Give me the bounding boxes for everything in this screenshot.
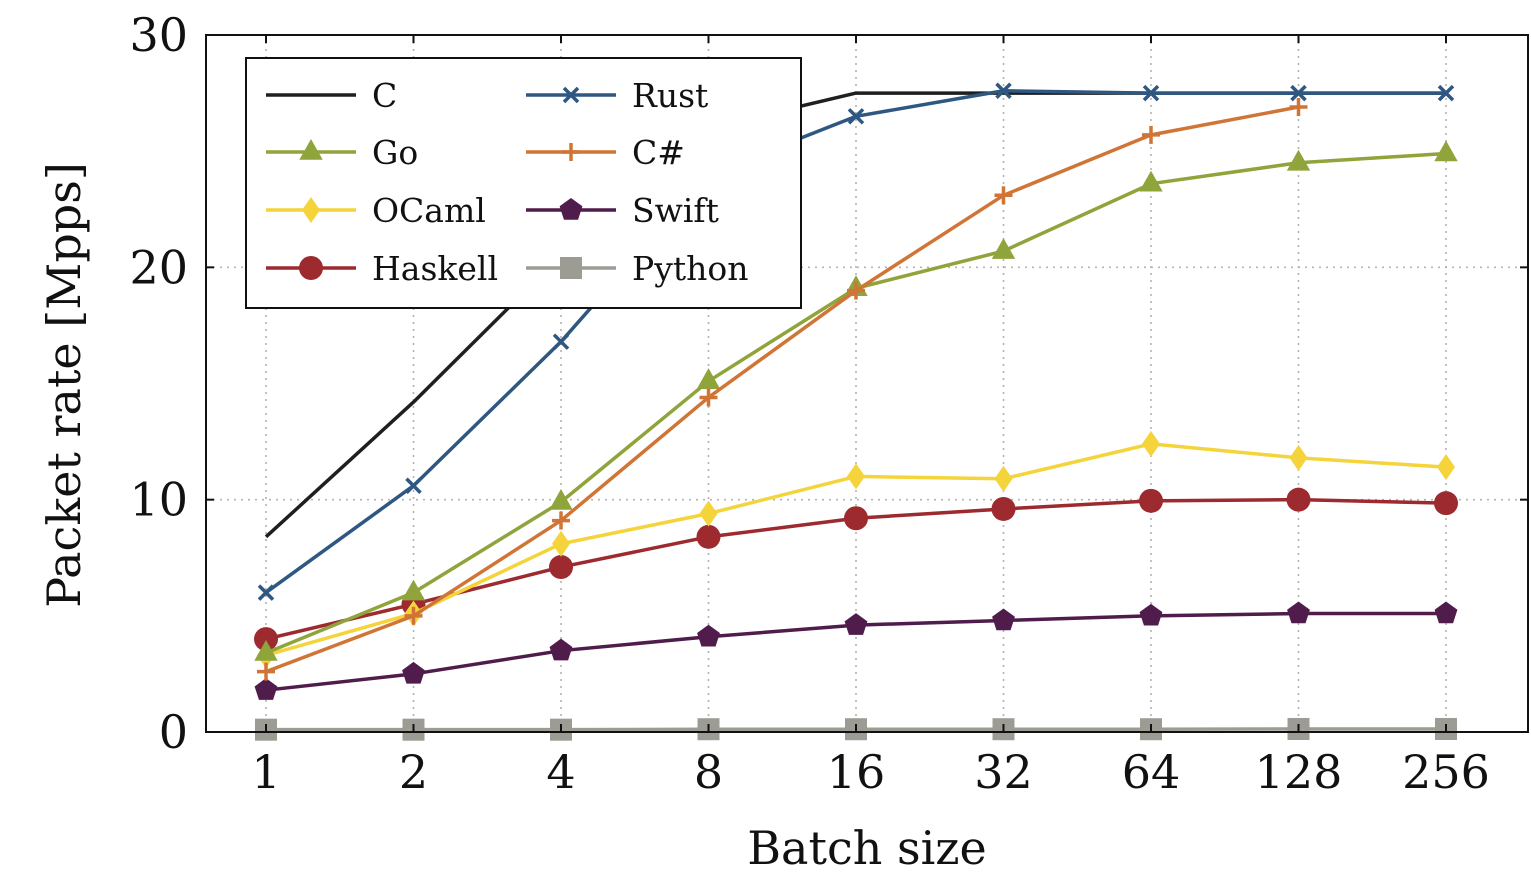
data-point-rust — [405, 477, 422, 494]
data-point-go — [401, 579, 426, 601]
data-point-haskell — [1434, 491, 1458, 516]
data-point-rust — [1290, 84, 1307, 102]
data-point-haskell — [991, 496, 1016, 521]
data-point-ocaml — [1142, 430, 1160, 457]
data-point-c-sharp — [699, 388, 718, 407]
data-point-haskell — [254, 627, 278, 652]
data-point-go — [1434, 140, 1458, 162]
data-point-c-sharp — [552, 511, 570, 530]
series-line-c-sharp — [265, 105, 1299, 674]
data-point-go — [696, 368, 721, 389]
data-point-swift — [549, 638, 573, 661]
legend-item-haskell: Haskell — [266, 249, 498, 288]
data-point-c-sharp — [257, 662, 275, 681]
data-point-c-sharp — [404, 606, 423, 625]
data-point-c-sharp — [847, 281, 865, 300]
legend-label-swift: Swift — [632, 191, 719, 230]
data-point-ocaml — [1289, 444, 1308, 471]
data-point-rust — [257, 584, 275, 601]
legend-marker-rust — [562, 86, 580, 104]
data-point-swift — [1287, 601, 1310, 624]
series-rust — [257, 82, 1455, 601]
legend-item-ocaml: OCaml — [266, 191, 486, 230]
data-point-haskell — [1286, 487, 1311, 512]
legend-label-go: Go — [372, 133, 418, 172]
legend-item-go: Go — [266, 133, 418, 172]
legend-label-ocaml: OCaml — [372, 191, 486, 230]
legend-marker-ocaml — [302, 197, 320, 223]
legend-item-rust: Rust — [526, 76, 708, 115]
data-point-swift — [254, 678, 278, 700]
data-point-ocaml — [552, 530, 570, 557]
y-tick-label: 0 — [159, 705, 188, 759]
y-tick-label: 30 — [129, 8, 188, 62]
y-axis: 0 10 20 30 — [129, 8, 1528, 759]
legend-item-c: C — [266, 76, 397, 115]
data-point-c-sharp — [1289, 98, 1308, 117]
x-tick-label: 1 — [251, 745, 280, 799]
plot-frame — [205, 34, 1529, 733]
legend-item-python: Python — [526, 249, 748, 288]
x-tick-label: 64 — [1122, 745, 1181, 799]
legend-label-rust: Rust — [632, 76, 708, 115]
data-point-haskell — [844, 506, 868, 531]
x-tick-label: 256 — [1402, 745, 1490, 799]
data-point-go — [549, 488, 573, 510]
data-point-rust — [1437, 84, 1455, 102]
data-point-ocaml — [994, 465, 1013, 492]
legend-marker-python — [560, 257, 582, 279]
data-point-swift — [1434, 601, 1458, 624]
data-point-rust — [1142, 84, 1160, 102]
y-tick-label: 20 — [129, 240, 188, 294]
legend-label-python: Python — [632, 249, 748, 288]
x-tick-label: 4 — [546, 745, 575, 799]
data-point-go — [1286, 149, 1311, 171]
data-point-haskell — [1139, 488, 1163, 513]
data-point-swift — [402, 661, 425, 684]
data-point-go — [254, 640, 278, 661]
data-point-rust — [847, 108, 865, 125]
series-layer — [254, 82, 1458, 741]
series-swift — [254, 601, 1458, 700]
data-point-ocaml — [699, 500, 718, 527]
data-point-rust — [552, 333, 570, 350]
data-point-swift — [992, 608, 1015, 631]
data-point-ocaml — [1437, 454, 1455, 481]
data-point-swift — [1139, 603, 1163, 626]
data-point-go — [1139, 170, 1163, 192]
legend-marker-go — [299, 139, 323, 160]
legend-marker-haskell — [299, 256, 323, 280]
y-axis-title: Packet rate [Mpps] — [37, 162, 91, 608]
data-point-haskell — [696, 524, 721, 549]
legend-marker-c-sharp — [562, 143, 580, 161]
series-c-sharp — [257, 98, 1308, 681]
y-tick-label: 10 — [129, 473, 188, 527]
data-point-swift — [697, 624, 720, 647]
data-point-c-sharp — [1142, 125, 1160, 144]
legend-label-haskell: Haskell — [372, 249, 498, 288]
legend-label-c-sharp: C# — [632, 133, 685, 172]
legend: C Rust Go C# OCaml Swift Haskell Python — [245, 57, 802, 309]
data-point-haskell — [549, 555, 573, 580]
data-point-rust — [995, 82, 1012, 99]
x-axis-title: Batch size — [747, 821, 987, 875]
x-tick-label: 2 — [399, 745, 428, 799]
data-point-go — [991, 238, 1016, 259]
data-point-swift — [844, 613, 868, 635]
data-point-ocaml — [847, 463, 865, 490]
x-tick-label: 16 — [827, 745, 886, 799]
x-tick-label: 32 — [974, 745, 1033, 799]
legend-item-c-sharp: C# — [526, 133, 685, 172]
x-tick-label: 8 — [694, 745, 723, 799]
legend-item-swift: Swift — [526, 191, 719, 230]
legend-label-c: C — [372, 76, 397, 115]
data-point-c-sharp — [994, 186, 1013, 205]
x-tick-label: 128 — [1255, 745, 1343, 799]
legend-marker-swift — [559, 198, 583, 220]
x-axis: 1 2 4 8 16 32 64 128 256 — [251, 35, 1490, 799]
